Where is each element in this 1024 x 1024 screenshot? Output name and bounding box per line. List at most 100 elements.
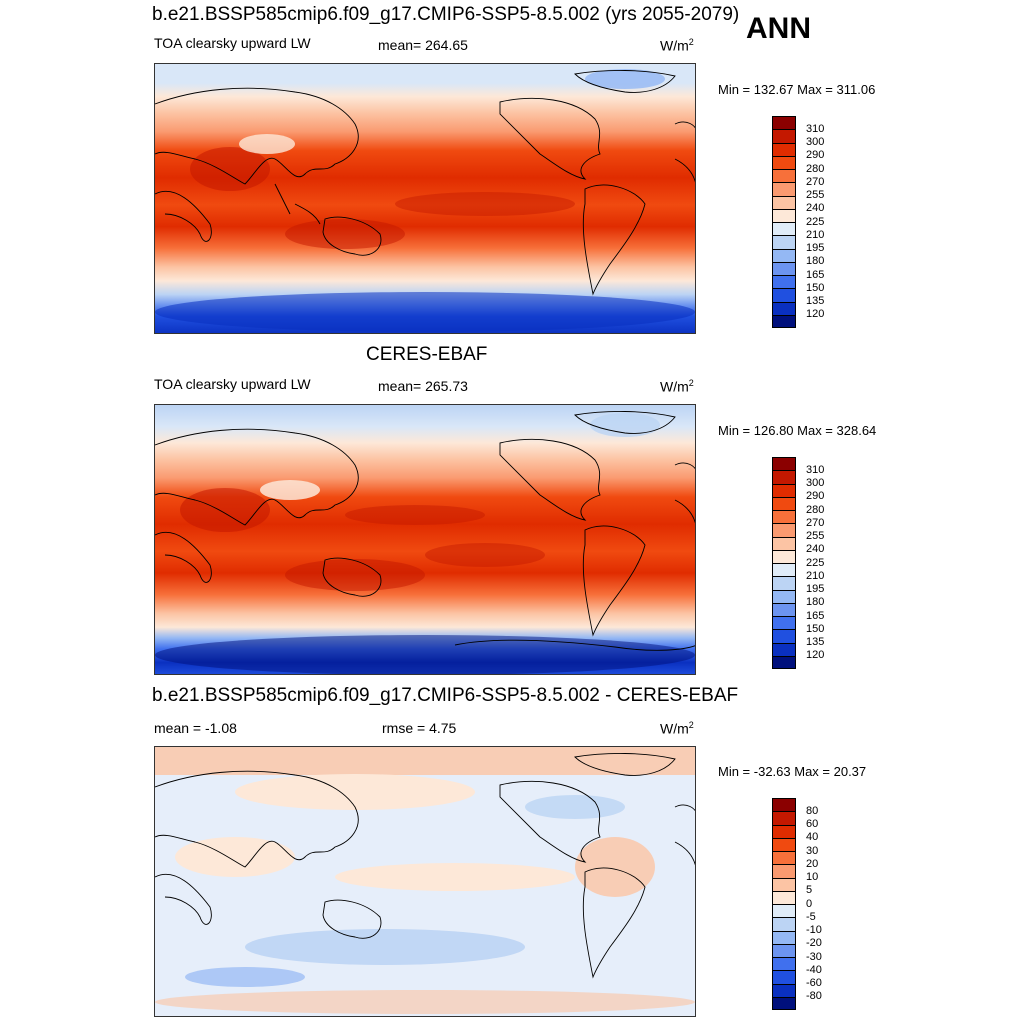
colorbar-label: 255 (806, 189, 825, 201)
colorbar-label: 135 (806, 636, 825, 648)
colorbar-label: 225 (806, 215, 825, 228)
colorbar-label: 290 (806, 149, 825, 162)
colorbar-swatch (772, 589, 796, 603)
colorbar-label: 240 (806, 202, 825, 215)
colorbar-label: 60 (806, 818, 819, 830)
season-label: ANN (746, 12, 811, 45)
colorbar-label: 180 (806, 596, 825, 609)
colorbar-label: 270 (806, 516, 825, 529)
panel2-minmax: Min = 126.80 Max = 328.64 (718, 423, 877, 438)
colorbar-swatch (772, 811, 796, 825)
colorbar-swatch (772, 824, 796, 838)
panel1-units: W/m2 (660, 37, 694, 54)
colorbar-swatch (772, 996, 796, 1010)
colorbar-label: 135 (806, 295, 825, 307)
colorbar-label: 10 (806, 871, 819, 883)
colorbar-label: 80 (806, 804, 819, 817)
coastlines (155, 411, 695, 651)
colorbar-label: -40 (806, 963, 822, 976)
colorbar-swatch (772, 957, 796, 971)
colorbar-label: 5 (806, 884, 813, 897)
colorbar-swatch (772, 208, 796, 222)
colorbar-label: 150 (806, 281, 825, 294)
colorbar-swatch (772, 169, 796, 183)
colorbar-swatch (772, 248, 796, 262)
obs-title: CERES-EBAF (366, 344, 488, 365)
colorbar-swatch (772, 890, 796, 904)
colorbar-swatch (772, 536, 796, 550)
colorbar-swatch (772, 864, 796, 878)
colorbar-swatch (772, 457, 796, 471)
colorbar-swatch (772, 629, 796, 643)
colorbar-swatch (772, 943, 796, 957)
colorbar-label: 280 (806, 503, 825, 516)
colorbar-label: 225 (806, 556, 825, 569)
colorbar-label: -20 (806, 937, 822, 950)
panel3-map (154, 746, 696, 1017)
difference-field-plot (155, 747, 695, 1016)
colorbar-label: 210 (806, 569, 825, 582)
colorbar-label: 240 (806, 543, 825, 556)
colorbar-label: 310 (806, 463, 825, 476)
panel1-mean: mean= 264.65 (378, 37, 468, 53)
colorbar-label: 280 (806, 162, 825, 175)
colorbar-label: 195 (806, 242, 825, 254)
colorbar-swatch (772, 470, 796, 484)
colorbar-swatch (772, 642, 796, 656)
colorbar-label: 310 (806, 122, 825, 135)
colorbar-swatch (772, 222, 796, 236)
colorbar-swatch (772, 563, 796, 577)
colorbar-swatch (772, 983, 796, 997)
panel2-map (154, 404, 696, 675)
colorbar-swatch (772, 917, 796, 931)
colorbar-swatch (772, 129, 796, 143)
panel3-mean: mean = -1.08 (154, 720, 237, 736)
colorbar-swatch (772, 655, 796, 669)
colorbar-swatch (772, 523, 796, 537)
colorbar-label: 300 (806, 136, 825, 148)
panel2-units: W/m2 (660, 378, 694, 395)
colorbar-label: 270 (806, 175, 825, 188)
colorbar-label: 195 (806, 583, 825, 595)
panel1-colorbar: 310 300 290 280 270 255 240 225 210 195 180 165 150 1… (772, 116, 824, 328)
colorbar-swatch (772, 904, 796, 918)
panel1-minmax: Min = 132.67 Max = 311.06 (718, 82, 876, 97)
diff-title: b.e21.BSSP585cmip6.f09_g17.CMIP6-SSP5-8.… (152, 685, 739, 706)
panel3-minmax: Min = -32.63 Max = 20.37 (718, 764, 867, 779)
colorbar-label: 165 (806, 268, 825, 281)
model-field-plot (155, 64, 695, 333)
colorbar-label: -60 (806, 977, 822, 989)
colorbar-swatch (772, 970, 796, 984)
colorbar-swatch (772, 877, 796, 891)
colorbar-swatch (772, 483, 796, 497)
colorbar-label: 40 (806, 831, 819, 844)
coastlines (155, 70, 695, 296)
colorbar-swatch (772, 182, 796, 196)
colorbar-swatch (772, 116, 796, 130)
colorbar-label: 150 (806, 622, 825, 635)
colorbar-swatch (772, 301, 796, 315)
colorbar-label: 30 (806, 844, 819, 857)
panel1-map (154, 63, 696, 334)
colorbar-label: 180 (806, 255, 825, 268)
colorbar-swatch (772, 837, 796, 851)
colorbar-swatch (772, 851, 796, 865)
colorbar-swatch (772, 155, 796, 169)
colorbar-label: 165 (806, 609, 825, 622)
colorbar-swatch (772, 576, 796, 590)
colorbar-label: 20 (806, 857, 819, 870)
colorbar-swatch (772, 142, 796, 156)
colorbar-label: -5 (806, 910, 816, 923)
colorbar-swatch (772, 261, 796, 275)
colorbar-swatch (772, 195, 796, 209)
colorbar-label: 290 (806, 490, 825, 503)
panel2-colorbar: 310 300 290 280 270 255 240 225 210 195 180 165 150 1… (772, 457, 824, 669)
colorbar-swatch (772, 510, 796, 524)
panel1-variable: TOA clearsky upward LW (154, 35, 311, 51)
panel3-rmse: rmse = 4.75 (382, 720, 457, 736)
colorbar-label: 120 (806, 308, 825, 321)
colorbar-label: -80 (806, 990, 822, 1003)
colorbar-swatch (772, 235, 796, 249)
colorbar-label: 255 (806, 530, 825, 542)
colorbar-swatch (772, 314, 796, 328)
